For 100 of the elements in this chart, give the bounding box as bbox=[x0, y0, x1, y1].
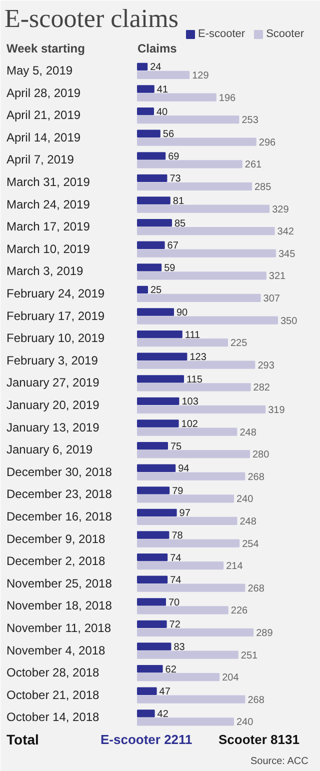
y-tick-label: March 10, 2019 bbox=[6, 242, 90, 256]
bar bbox=[137, 695, 246, 704]
data-label: 62 bbox=[165, 664, 177, 676]
bar bbox=[137, 531, 170, 539]
data-label: 24 bbox=[150, 62, 162, 74]
y-tick-label: February 17, 2019 bbox=[6, 308, 105, 323]
bar bbox=[137, 494, 234, 503]
data-label: 25 bbox=[150, 285, 162, 296]
data-label: 225 bbox=[230, 338, 248, 350]
data-label: 40 bbox=[156, 106, 168, 118]
bar bbox=[137, 152, 166, 160]
bar bbox=[137, 397, 180, 406]
data-label: 74 bbox=[170, 552, 182, 564]
data-label: 240 bbox=[236, 494, 254, 506]
bar bbox=[137, 383, 251, 392]
data-label: 285 bbox=[254, 182, 272, 193]
y-tick-label: December 9, 2018 bbox=[6, 532, 106, 546]
data-label: 342 bbox=[277, 226, 294, 238]
data-label: 59 bbox=[164, 262, 176, 274]
data-label: 73 bbox=[170, 174, 182, 185]
y-tick-label: January 27, 2019 bbox=[6, 376, 100, 390]
bar bbox=[137, 294, 261, 302]
data-label: 67 bbox=[167, 240, 179, 252]
bar bbox=[137, 338, 228, 347]
source-note: Source: ACC bbox=[250, 756, 308, 767]
bar bbox=[137, 272, 266, 280]
y-axis-title: Week starting bbox=[6, 42, 85, 56]
bar bbox=[137, 428, 238, 436]
bar bbox=[137, 330, 182, 338]
y-tick-label: April 7, 2019 bbox=[6, 152, 74, 167]
data-label: 268 bbox=[248, 472, 265, 483]
data-label: 204 bbox=[222, 672, 240, 684]
bar bbox=[137, 241, 165, 249]
legend-label: E-scooter bbox=[198, 28, 246, 40]
bar bbox=[137, 308, 174, 316]
bar bbox=[137, 628, 254, 637]
bar bbox=[137, 130, 160, 138]
y-tick-label: March 31, 2019 bbox=[6, 175, 90, 189]
x-axis-title: Claims bbox=[138, 42, 178, 56]
bar bbox=[137, 664, 163, 673]
bar bbox=[137, 710, 155, 718]
bar bbox=[137, 561, 224, 570]
y-tick-label: December 2, 2018 bbox=[6, 554, 106, 568]
data-label: 42 bbox=[157, 708, 169, 720]
y-tick-label: November 4, 2018 bbox=[6, 643, 106, 658]
data-label: 240 bbox=[236, 717, 254, 728]
bar bbox=[137, 405, 266, 414]
data-label: 81 bbox=[172, 196, 184, 208]
data-label: 248 bbox=[240, 516, 257, 528]
data-label: 350 bbox=[280, 316, 298, 327]
bar bbox=[137, 196, 170, 204]
data-label: 280 bbox=[252, 450, 270, 461]
y-tick-label: March 24, 2019 bbox=[6, 197, 90, 212]
bar bbox=[137, 442, 168, 450]
y-tick-label: November 18, 2018 bbox=[6, 598, 112, 613]
bar bbox=[137, 672, 220, 682]
bar bbox=[137, 584, 246, 592]
data-label: 90 bbox=[176, 308, 188, 319]
y-tick-label: January 13, 2019 bbox=[6, 420, 100, 434]
data-label: 129 bbox=[192, 70, 210, 82]
bar bbox=[137, 576, 168, 584]
bar bbox=[137, 93, 216, 102]
data-label: 94 bbox=[178, 464, 190, 475]
data-label: 196 bbox=[218, 92, 236, 104]
data-label: 307 bbox=[263, 293, 280, 304]
chart-title: E-scooter claims bbox=[4, 4, 178, 33]
bar bbox=[137, 464, 176, 472]
y-tick-label: April 14, 2019 bbox=[6, 130, 81, 144]
bar bbox=[137, 204, 270, 213]
bar bbox=[137, 160, 242, 168]
text: Total bbox=[6, 732, 39, 748]
bar bbox=[137, 218, 172, 227]
bar bbox=[137, 352, 188, 360]
data-label: 251 bbox=[240, 650, 258, 662]
data-label: 329 bbox=[272, 204, 290, 216]
data-label: 226 bbox=[230, 606, 248, 617]
y-tick-label: April 28, 2019 bbox=[6, 86, 81, 100]
data-label: 85 bbox=[174, 218, 186, 230]
data-label: 75 bbox=[170, 441, 182, 452]
data-label: 111 bbox=[184, 330, 201, 341]
data-label: 97 bbox=[179, 508, 191, 520]
data-label: 102 bbox=[181, 419, 198, 430]
data-label: 254 bbox=[242, 538, 260, 550]
data-label: 41 bbox=[156, 84, 168, 96]
data-label: 69 bbox=[168, 151, 180, 162]
data-label: 321 bbox=[268, 271, 286, 282]
y-tick-label: February 3, 2019 bbox=[6, 353, 98, 368]
y-tick-label: March 17, 2019 bbox=[6, 220, 90, 234]
bar bbox=[137, 420, 179, 428]
bar bbox=[137, 182, 252, 191]
bar bbox=[137, 472, 246, 480]
data-label: 261 bbox=[244, 160, 262, 171]
data-label: 214 bbox=[226, 561, 244, 572]
bar bbox=[137, 620, 167, 628]
data-label: 345 bbox=[278, 248, 296, 260]
bar bbox=[137, 718, 234, 726]
bar bbox=[137, 508, 177, 517]
data-label: 47 bbox=[159, 686, 171, 698]
y-tick-label: October 28, 2018 bbox=[6, 666, 100, 680]
bar bbox=[137, 115, 240, 124]
